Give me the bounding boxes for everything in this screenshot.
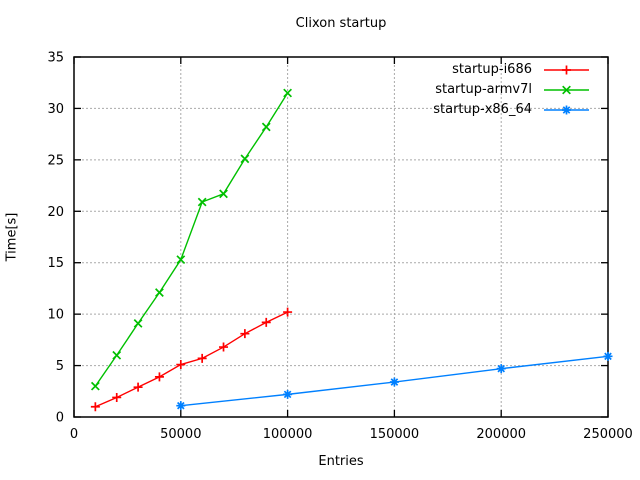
legend-item-startup-i686: startup-i686 <box>433 60 590 80</box>
legend-sample-plus-icon <box>544 65 589 75</box>
x-tick-label: 250000 <box>583 427 633 442</box>
series-marker-asterisk-icon <box>283 389 293 399</box>
series-marker-cross-icon <box>283 88 293 98</box>
plot-border <box>73 56 609 418</box>
y-tick-label: 5 <box>56 359 64 374</box>
series-marker-cross-icon <box>90 381 100 391</box>
y-tick-label: 15 <box>47 256 64 271</box>
series-marker-asterisk-icon <box>389 377 399 387</box>
series-marker-cross-icon <box>261 122 271 132</box>
x-tick-label: 150000 <box>370 427 420 442</box>
x-tick-label: 200000 <box>476 427 526 442</box>
series-marker-plus-icon <box>197 353 207 363</box>
legend-sample-cross-icon <box>544 85 589 95</box>
series-line-startup-armv7l <box>94 92 289 387</box>
legend: startup-i686 startup-armv7l startup-x86_64 <box>433 60 590 120</box>
series-marker-cross-icon <box>240 154 250 164</box>
y-tick-label: 25 <box>47 153 64 168</box>
series-marker-cross-icon <box>197 197 207 207</box>
series-marker-plus-icon <box>261 317 271 327</box>
series-marker-plus-icon <box>176 360 186 370</box>
series-marker-cross-icon <box>112 350 122 360</box>
series-line-startup-i686 <box>95 311 288 408</box>
series-marker-asterisk-icon <box>176 401 186 411</box>
series-marker-plus-icon <box>283 307 293 317</box>
series-marker-plus-icon <box>112 392 122 402</box>
x-tick-label: 100000 <box>263 427 313 442</box>
series-marker-asterisk-icon <box>603 351 613 361</box>
legend-item-startup-x86_64: startup-x86_64 <box>433 100 590 120</box>
series-marker-cross-icon <box>155 288 164 297</box>
series-marker-plus-icon <box>219 342 229 352</box>
series-marker-plus-icon <box>133 382 143 392</box>
y-tick-label: 20 <box>47 205 64 220</box>
y-tick-label: 10 <box>47 308 64 323</box>
x-tick-label: 50000 <box>160 427 201 442</box>
x-tick-label: 0 <box>70 427 78 442</box>
series-marker-plus-icon <box>90 402 100 412</box>
legend-label: startup-x86_64 <box>433 102 532 117</box>
y-tick-label: 0 <box>56 411 64 426</box>
series-marker-cross-icon <box>176 255 186 265</box>
legend-item-startup-armv7l: startup-armv7l <box>433 80 590 100</box>
legend-label: startup-i686 <box>452 62 532 77</box>
y-tick-label: 30 <box>47 102 64 117</box>
series-marker-plus-icon <box>240 329 250 339</box>
legend-label: startup-armv7l <box>435 82 532 97</box>
legend-sample-asterisk-icon <box>544 105 589 115</box>
y-tick-label: 35 <box>47 51 64 66</box>
series-marker-plus-icon <box>154 372 164 382</box>
series-marker-asterisk-icon <box>496 364 506 374</box>
series-marker-cross-icon <box>219 189 228 199</box>
chart-title: Clixon startup <box>295 16 387 31</box>
x-axis-label: Entries <box>318 454 364 469</box>
series-marker-cross-icon <box>133 318 143 328</box>
